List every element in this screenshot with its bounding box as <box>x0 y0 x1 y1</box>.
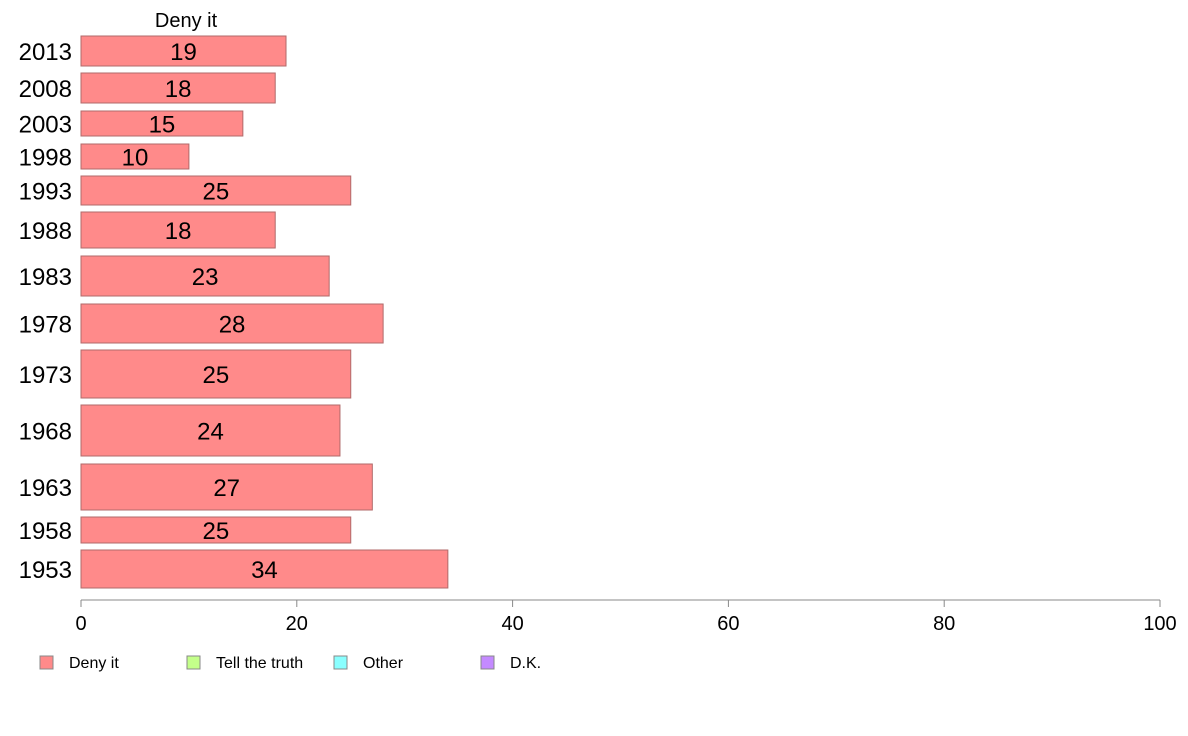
value-label-1993: 25 <box>203 179 230 206</box>
x-axis: 0 20 40 60 80 100 <box>75 599 1177 635</box>
value-label-1973: 25 <box>203 362 230 389</box>
value-label-1998: 10 <box>122 145 149 172</box>
bar-1968 <box>80 404 341 457</box>
category-label-1993: 1993 <box>19 179 72 206</box>
value-label-1953: 34 <box>251 557 278 584</box>
bar-1978 <box>80 303 384 344</box>
x-tick-label-100: 100 <box>1143 613 1176 635</box>
x-tick-label-80: 80 <box>933 613 955 635</box>
value-label-2008: 18 <box>165 76 192 103</box>
value-label-2013: 19 <box>170 39 197 66</box>
chart-title: Deny it <box>155 10 218 32</box>
category-label-1953: 1953 <box>19 557 72 584</box>
value-label-1988: 18 <box>165 218 192 245</box>
category-label-1973: 1973 <box>19 362 72 389</box>
bars-group: 2013 19 2008 18 2003 15 1998 10 1993 25 1988 18 1983… <box>19 35 449 589</box>
category-label-1963: 1963 <box>19 475 72 502</box>
bar-1958 <box>80 516 352 544</box>
bar-1993 <box>80 175 352 206</box>
bar-1973 <box>80 349 352 399</box>
x-tick-label-40: 40 <box>501 613 523 635</box>
bar-1998 <box>80 143 190 170</box>
bar-1983 <box>80 255 330 297</box>
legend-swatch-2 <box>333 655 348 670</box>
legend-label-0: Deny it <box>69 655 119 672</box>
bar-1953 <box>80 549 449 589</box>
category-label-1988: 1988 <box>19 218 72 245</box>
value-label-1978: 28 <box>219 312 246 339</box>
x-tick-label-20: 20 <box>286 613 308 635</box>
x-tick-label-60: 60 <box>717 613 739 635</box>
bar-2013 <box>80 35 287 67</box>
legend-swatch-1 <box>186 655 201 670</box>
category-label-1978: 1978 <box>19 312 72 339</box>
bar-1963 <box>80 463 373 511</box>
category-label-2008: 2008 <box>19 76 72 103</box>
category-label-1958: 1958 <box>19 518 72 545</box>
category-label-1983: 1983 <box>19 264 72 291</box>
bar-2008 <box>80 72 276 104</box>
value-label-2003: 15 <box>149 112 176 139</box>
legend-label-1: Tell the truth <box>216 655 303 672</box>
category-label-1968: 1968 <box>19 419 72 446</box>
legend-swatch-0 <box>39 655 54 670</box>
value-label-1958: 25 <box>203 518 230 545</box>
value-label-1963: 27 <box>213 475 240 502</box>
legend-label-3: D.K. <box>510 655 541 672</box>
value-label-1983: 23 <box>192 264 219 291</box>
category-label-1998: 1998 <box>19 145 72 172</box>
category-label-2003: 2003 <box>19 112 72 139</box>
bar-2003 <box>80 110 244 137</box>
bar-1988 <box>80 211 276 249</box>
legend-label-2: Other <box>363 655 404 672</box>
legend-swatch-3 <box>480 655 495 670</box>
x-tick-label-0: 0 <box>75 613 86 635</box>
category-label-2013: 2013 <box>19 39 72 66</box>
value-label-1968: 24 <box>197 419 224 446</box>
legend: Deny it Tell the truth Other D.K. <box>39 655 541 672</box>
